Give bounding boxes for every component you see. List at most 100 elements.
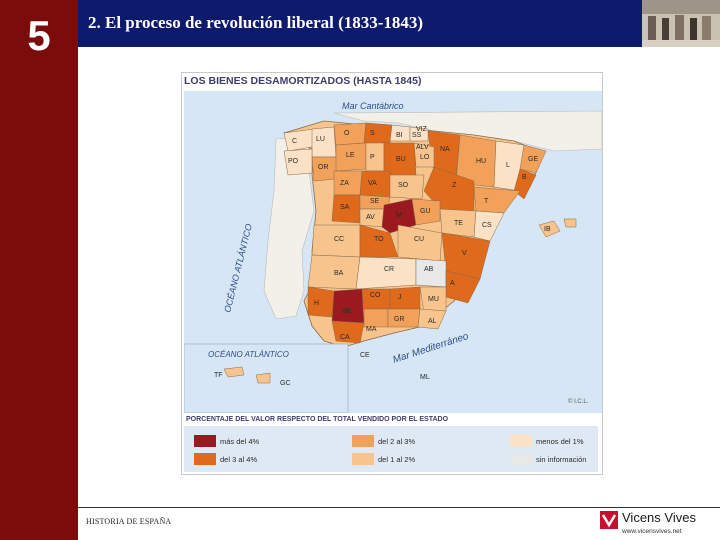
code-or: OR <box>318 164 329 171</box>
code-hu: HU <box>476 158 486 165</box>
map-title: LOS BIENES DESAMORTIZADOS (HASTA 1845) <box>184 75 422 87</box>
header-painting-image <box>642 0 720 47</box>
province-h <box>307 286 335 318</box>
code-b: B <box>522 174 527 181</box>
chapter-sidebar: 5 <box>0 0 78 540</box>
code-j: J <box>398 294 402 301</box>
code-bu: BU <box>396 156 406 163</box>
code-cc: CC <box>334 236 344 243</box>
code-cs: CS <box>482 222 492 229</box>
code-le: LE <box>346 152 355 159</box>
atlantico-inset-label: OCÉANO ATLÁNTICO <box>208 350 289 359</box>
province-se <box>331 288 365 324</box>
code-ma: MA <box>366 326 377 333</box>
code-ba: BA <box>334 270 344 277</box>
code-alv: ALV <box>416 144 429 151</box>
province-al <box>417 308 447 330</box>
code-gu: GU <box>420 208 431 215</box>
legend-swatch <box>510 453 532 465</box>
legend-swatch <box>510 435 532 447</box>
code-va: VA <box>368 180 377 187</box>
code-a: A <box>450 280 455 287</box>
legend-title: PORCENTAJE DEL VALOR RESPECTO DEL TOTAL … <box>186 416 449 423</box>
code-p: P <box>370 154 375 161</box>
code-ca: CA <box>340 334 350 341</box>
code-so: SO <box>398 182 409 189</box>
code-z: Z <box>452 182 457 189</box>
code-sa: SA <box>340 204 350 211</box>
legend-swatch <box>352 453 374 465</box>
code-cr: CR <box>384 266 394 273</box>
code-cu: CU <box>414 236 424 243</box>
province-ab <box>415 258 447 288</box>
code-za: ZA <box>340 180 349 187</box>
province-ma <box>363 308 389 328</box>
legend-swatch <box>194 453 216 465</box>
code-se: SE <box>342 308 352 315</box>
code-ib: IB <box>544 226 551 233</box>
code-co: CO <box>370 292 381 299</box>
province-j <box>389 286 421 310</box>
legend-swatch <box>194 435 216 447</box>
code-v: V <box>462 250 467 257</box>
legend-label: más del 4% <box>220 437 260 446</box>
chapter-number: 5 <box>27 12 51 59</box>
province-o <box>333 122 367 146</box>
code-m: M <box>396 212 402 219</box>
legend-label: menos del 1% <box>536 437 584 446</box>
legend-label: del 3 al 4% <box>220 455 258 464</box>
code-s: S <box>370 130 375 137</box>
code-gr: GR <box>394 316 405 323</box>
code-c: C <box>292 138 297 145</box>
code-h: H <box>314 300 319 307</box>
province-gc <box>255 372 271 384</box>
legend-label: del 1 al 2% <box>378 455 416 464</box>
copyright-text: © I.C.L. <box>568 398 589 405</box>
code-ml: ML <box>420 374 430 381</box>
brand-url: www.vicensvives.net <box>622 528 682 535</box>
legend-box: más del 4% del 3 al 4% del 2 al 3% del 1… <box>184 426 598 472</box>
code-tf: TF <box>214 372 223 379</box>
cantabrico-label: Mar Cantábrico <box>342 101 404 111</box>
province-ib <box>538 220 561 238</box>
code-mu: MU <box>428 296 439 303</box>
code-sg: SE <box>370 198 380 205</box>
brand-logo-block: Vicens Vives www.vicensvives.net <box>598 508 720 540</box>
province-p <box>365 142 385 172</box>
spain-map: Mar Cantábrico OCÉANO ATLÁNTICO OCÉANO A… <box>184 91 602 413</box>
legend-swatch <box>352 435 374 447</box>
code-na: NA <box>440 146 450 153</box>
menorca-island <box>563 218 577 228</box>
province-s <box>363 122 393 144</box>
footer-divider <box>78 507 720 508</box>
province-ss <box>409 126 429 142</box>
province-po <box>283 148 313 176</box>
code-to: TO <box>374 236 384 243</box>
code-te: TE <box>454 220 463 227</box>
slide-header: 2. El proceso de revolución liberal (183… <box>78 0 720 47</box>
footer-text: HISTORIA DE ESPAÑA <box>86 517 172 526</box>
code-ss: SS <box>412 132 422 139</box>
code-l: L <box>506 162 510 169</box>
code-po: PO <box>288 158 299 165</box>
slide-title: 2. El proceso de revolución liberal (183… <box>88 13 424 32</box>
province-ca <box>331 320 365 344</box>
province-gu <box>411 198 441 226</box>
code-gc: GC <box>280 380 291 387</box>
province-ge <box>519 144 547 174</box>
code-lu: LU <box>316 136 325 143</box>
code-al: AL <box>428 318 437 325</box>
province-so <box>389 174 425 200</box>
code-t: T <box>484 198 489 205</box>
brand-name: Vicens Vives <box>622 510 696 525</box>
code-o: O <box>344 130 350 137</box>
code-ge: GE <box>528 156 538 163</box>
legend-label: del 2 al 3% <box>378 437 416 446</box>
code-ab: AB <box>424 266 434 273</box>
code-viz: VIZ <box>416 126 428 133</box>
code-ce: CE <box>360 352 370 359</box>
province-tf <box>223 366 245 378</box>
code-av: AV <box>366 214 375 221</box>
province-cr <box>355 256 417 290</box>
code-bi: BI <box>396 132 403 139</box>
